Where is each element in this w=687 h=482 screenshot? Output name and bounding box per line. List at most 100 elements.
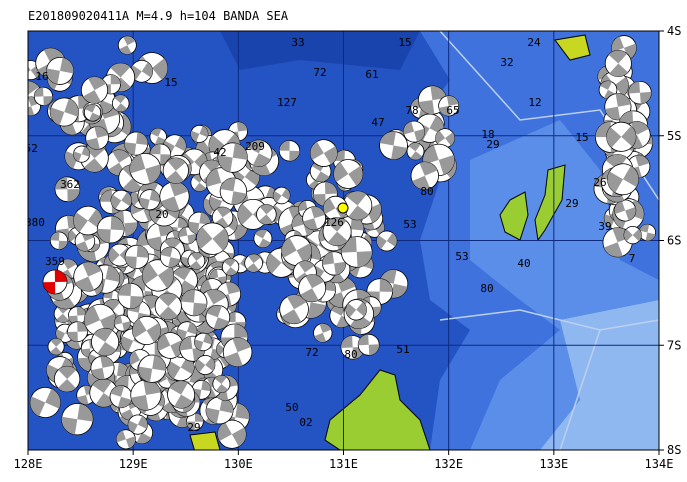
- ball-quadrant: [412, 162, 438, 190]
- depth-label: 50: [285, 401, 298, 414]
- beachball: [162, 157, 189, 184]
- beachball: [111, 94, 130, 113]
- beachball: [313, 323, 333, 343]
- ball-quadrant: [624, 228, 642, 242]
- ball-quadrant: [217, 143, 248, 173]
- ball-quadrant: [214, 207, 231, 228]
- ball-quadrant: [281, 294, 307, 324]
- depth-label: 7: [629, 252, 636, 265]
- ball-quadrant: [408, 142, 423, 160]
- beachball: [53, 365, 81, 393]
- ball-quadrant: [82, 76, 107, 104]
- beachball: [130, 379, 162, 411]
- depth-label: 32: [500, 56, 513, 69]
- beachball: [91, 327, 120, 357]
- boundary: [559, 329, 601, 450]
- depth-label: 15: [398, 36, 411, 49]
- beachball: [96, 215, 125, 244]
- ball-quadrant: [217, 421, 246, 447]
- ball-quadrant: [206, 305, 230, 330]
- beachball: [167, 380, 196, 409]
- ball-quadrant: [206, 397, 234, 424]
- ball-quadrant: [614, 200, 636, 221]
- beachball: [117, 282, 144, 310]
- ball-quadrant: [379, 131, 408, 160]
- ball-quadrant: [111, 210, 138, 237]
- depth-label: 39: [598, 220, 611, 233]
- beachball: [149, 128, 167, 146]
- ball-quadrant: [50, 232, 68, 250]
- beachball: [357, 333, 380, 356]
- lat-label: 4S: [667, 24, 681, 38]
- ball-quadrant: [75, 231, 94, 251]
- beachball: [190, 124, 209, 143]
- beachball: [212, 375, 231, 393]
- depth-label: 40: [517, 257, 530, 270]
- island: [554, 34, 591, 61]
- beachball: [435, 128, 455, 148]
- ball-quadrant: [85, 104, 100, 121]
- ball-quadrant: [84, 305, 116, 335]
- beachball: [323, 195, 348, 221]
- ball-quadrant: [411, 97, 431, 119]
- beachball: [49, 97, 79, 127]
- ball-quadrant: [119, 36, 136, 55]
- beachball: [156, 332, 184, 359]
- beachball: [115, 429, 136, 450]
- beachball: [628, 80, 652, 105]
- ball-quadrant: [114, 315, 131, 331]
- beachball: [154, 292, 182, 320]
- beachball: [29, 387, 61, 418]
- depth-label: 17: [593, 15, 606, 28]
- ball-quadrant: [73, 209, 103, 233]
- ball-quadrant: [600, 74, 629, 97]
- ball-quadrant: [160, 247, 181, 268]
- lat-label: 8S: [667, 443, 681, 457]
- ball-quadrant: [142, 262, 174, 289]
- ball-quadrant: [180, 289, 207, 316]
- beachball: [159, 181, 190, 212]
- depth-label: 02: [299, 416, 312, 429]
- beachball: [73, 261, 104, 292]
- beachball: [83, 303, 117, 337]
- beachball: [298, 274, 327, 303]
- beachball: [256, 204, 277, 225]
- axes: 128E 129E 130E 131E 132E 133E 134E 4S 5S 6S 7S 8S: [14, 24, 682, 471]
- ball-quadrant: [600, 81, 616, 99]
- beachball: [245, 139, 273, 167]
- ball-quadrant: [190, 125, 208, 142]
- depth-label: 33: [291, 36, 304, 49]
- depth-label: 380: [25, 216, 45, 229]
- ball-quadrant: [86, 126, 109, 150]
- depth-labels: 33 15 24 17 12 16 72 61 32 15 127 12 65 47 78 18 352 362 2…: [18, 15, 644, 434]
- ball-quadrant: [30, 388, 61, 417]
- beachball: [138, 354, 167, 383]
- map-title: E201809020411A M=4.9 h=104 BANDA SEA: [28, 9, 289, 23]
- depth-label: 24: [527, 36, 541, 49]
- ball-quadrant: [196, 226, 229, 251]
- depth-label: 12: [631, 18, 644, 31]
- ball-quadrant: [186, 413, 204, 431]
- depth-label: 15: [575, 131, 588, 144]
- beachball: [195, 355, 216, 375]
- beachball: [333, 159, 364, 189]
- ball-quadrant: [166, 157, 186, 184]
- beachball: [607, 163, 639, 196]
- depth-label: 65: [446, 104, 459, 117]
- depth-label: 78: [405, 104, 418, 117]
- ball-quadrant: [258, 204, 274, 225]
- beachball: [340, 236, 373, 268]
- ball-quadrant: [358, 334, 380, 356]
- ball-quadrant: [125, 245, 149, 269]
- sea-trench: [220, 31, 420, 70]
- ball-quadrant: [340, 335, 365, 360]
- ball-quadrant: [346, 191, 369, 220]
- beachball: [47, 338, 65, 356]
- beachball: [379, 131, 408, 160]
- depth-label: 26: [593, 176, 606, 189]
- beachball: [159, 246, 181, 268]
- beachball: [33, 86, 53, 106]
- ball-quadrant: [129, 154, 161, 184]
- depth-label: 352: [18, 142, 38, 155]
